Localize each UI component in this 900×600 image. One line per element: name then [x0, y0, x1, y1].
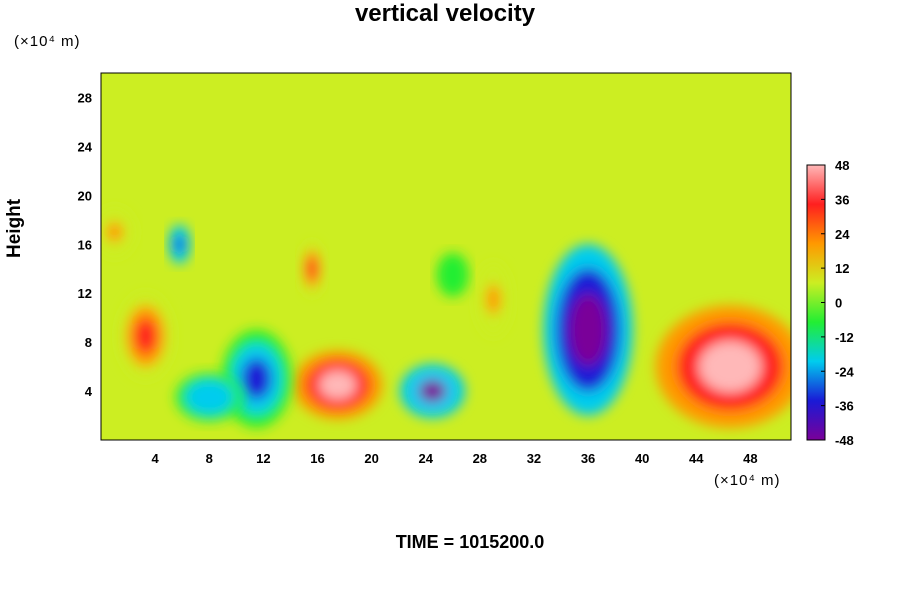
x-tick-label: 40 — [635, 451, 649, 466]
field-cell — [168, 224, 191, 264]
x-tick-label: 24 — [418, 451, 433, 466]
colorbar-tick-label: 0 — [835, 296, 842, 311]
field-cell — [175, 372, 244, 422]
field-contour — [306, 257, 318, 281]
field-contour — [319, 370, 357, 400]
field-cell — [118, 293, 173, 379]
x-tick-label: 44 — [689, 451, 704, 466]
colorbar-tick-label: 12 — [835, 261, 849, 276]
field-cell — [400, 364, 465, 418]
colorbar: 48 36 24 12 0 -12 -24 -36 -48 — [806, 158, 855, 448]
field-features — [101, 207, 791, 428]
field-cell — [101, 207, 135, 257]
y-tick-label: 20 — [78, 188, 92, 203]
x-axis-unit: (×10⁴ m) — [714, 472, 781, 489]
field-cell — [436, 252, 469, 297]
x-tick-label: 32 — [527, 451, 541, 466]
field-cell — [299, 241, 325, 296]
field-cell — [475, 262, 511, 337]
colorbar-tick-label: -12 — [835, 330, 854, 345]
colorbar-tick-label: 48 — [835, 158, 849, 173]
y-tick-label: 8 — [85, 335, 92, 350]
field-contour — [485, 283, 501, 315]
plot-frame — [100, 72, 792, 441]
y-tick-label: 24 — [78, 139, 93, 154]
x-tick-label: 16 — [310, 451, 324, 466]
field-contour — [569, 293, 607, 366]
colorbar-tick-label: -24 — [835, 364, 855, 379]
colorbar-tick-label: 36 — [835, 192, 849, 207]
field-cell — [293, 350, 383, 420]
x-tick-label: 36 — [581, 451, 595, 466]
x-tick-label: 48 — [743, 451, 757, 466]
x-axis-ticks: 4 8 12 16 20 24 28 32 36 40 44 48 — [152, 451, 758, 466]
field-contour — [698, 340, 762, 393]
x-tick-label: 8 — [206, 451, 213, 466]
field-contour — [195, 386, 224, 408]
y-axis-unit: (×10⁴ m) — [14, 33, 81, 50]
x-tick-label: 28 — [473, 451, 487, 466]
y-tick-label: 12 — [78, 286, 92, 301]
x-tick-label: 4 — [152, 451, 160, 466]
colorbar-tick-label: -48 — [835, 433, 854, 448]
field-contour — [418, 379, 447, 403]
colorbar-tick-label: 24 — [835, 227, 850, 242]
y-tick-label: 16 — [78, 237, 92, 252]
field-contour — [106, 221, 124, 243]
field-contour — [445, 265, 460, 285]
x-tick-label: 12 — [256, 451, 270, 466]
field-cell — [543, 244, 633, 416]
field-contour — [174, 236, 185, 253]
time-label: TIME = 1015200.0 — [395, 532, 545, 552]
y-tick-label: 28 — [78, 90, 92, 105]
chart-title: vertical velocity — [354, 0, 536, 27]
field-contour — [134, 318, 158, 354]
field-cell — [655, 305, 791, 428]
y-tick-label: 4 — [85, 384, 93, 399]
y-axis-ticks: 4 8 12 16 20 24 28 — [78, 90, 93, 399]
field-contour — [241, 358, 272, 400]
x-tick-label: 20 — [364, 451, 378, 466]
colorbar-tick-label: -36 — [835, 399, 854, 414]
